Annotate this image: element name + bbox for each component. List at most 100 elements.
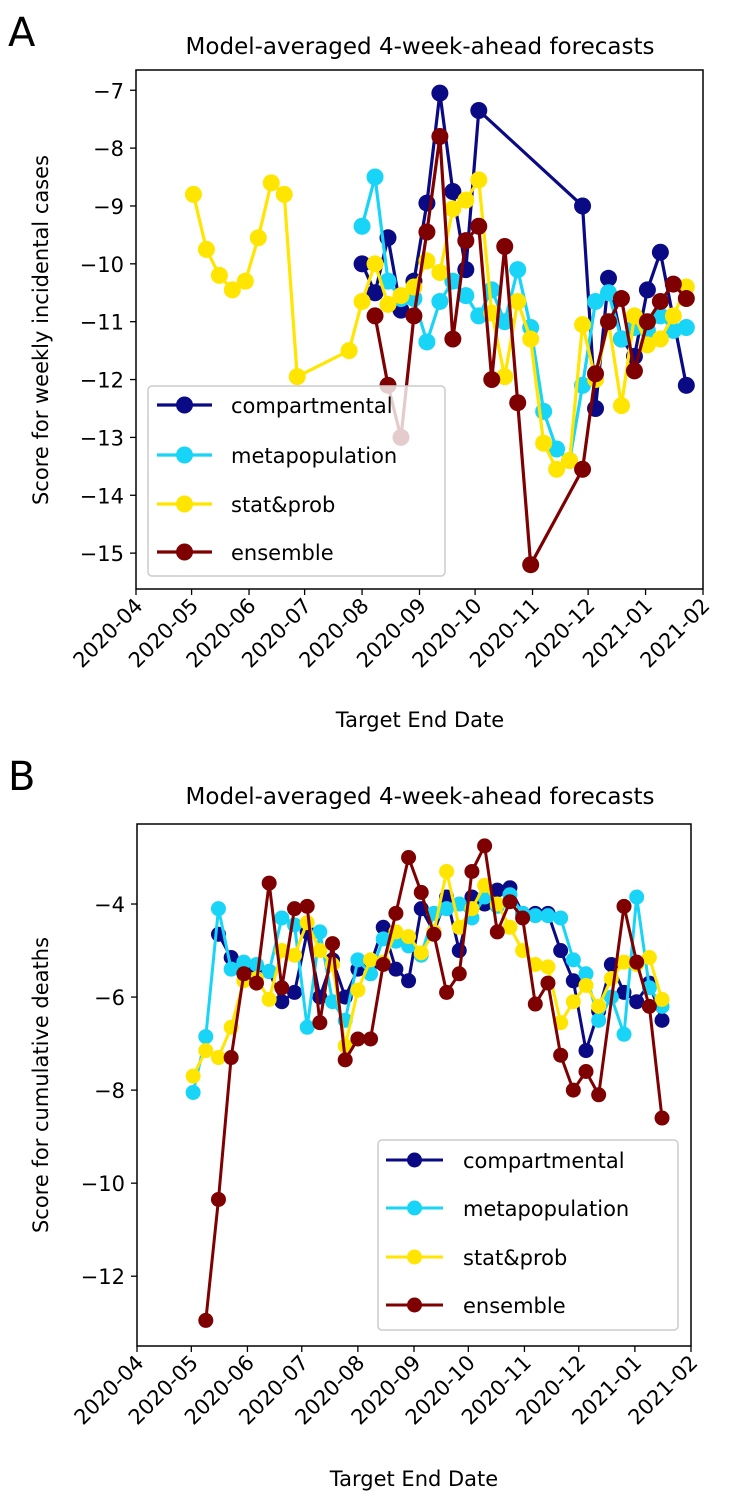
legend-frame — [377, 1139, 679, 1331]
data-point — [340, 342, 358, 360]
data-point — [261, 875, 277, 891]
data-point — [185, 1068, 201, 1084]
data-point — [210, 1191, 226, 1207]
data-point — [616, 954, 632, 970]
x-axis-label-b: Target End Date — [329, 1467, 498, 1491]
data-point — [375, 931, 391, 947]
data-point — [677, 290, 695, 308]
data-point — [350, 982, 366, 998]
y-axis-label-b: Score for cumulative deaths — [29, 937, 53, 1233]
legend-marker — [176, 396, 193, 414]
data-point — [388, 961, 404, 977]
data-point — [262, 174, 280, 192]
data-point — [288, 368, 306, 386]
data-point — [535, 434, 553, 452]
data-point — [600, 313, 617, 331]
data-point — [600, 284, 617, 302]
legend: compartmental metapopulation stat&prob ense… — [147, 385, 446, 577]
data-point — [198, 1312, 214, 1328]
panel-label-a: A — [8, 10, 36, 56]
data-point — [287, 901, 303, 917]
data-point — [287, 947, 303, 963]
data-point — [223, 961, 239, 977]
legend-label: stat&prob — [463, 1246, 567, 1270]
legend: compartmental metapopulation stat&prob ense… — [377, 1139, 679, 1331]
data-point — [299, 915, 315, 931]
data-point — [654, 991, 670, 1007]
data-point — [363, 1031, 379, 1047]
series-ensemble — [198, 838, 670, 1328]
legend-label: metapopulation — [463, 1197, 629, 1221]
data-point — [470, 307, 488, 325]
data-point — [677, 318, 695, 336]
data-point — [470, 171, 488, 189]
data-point — [522, 556, 540, 574]
data-point — [464, 863, 480, 879]
axes-frame — [136, 823, 692, 1347]
y-tick-label: −12 — [81, 1265, 125, 1289]
data-point — [540, 975, 556, 991]
legend-marker — [176, 495, 193, 513]
data-point — [509, 292, 527, 310]
legend-marker — [407, 1152, 422, 1168]
data-point — [223, 1050, 239, 1066]
data-point — [451, 943, 467, 959]
data-point — [587, 292, 605, 310]
data-point — [651, 307, 669, 325]
data-point — [496, 237, 514, 255]
data-point — [249, 229, 267, 247]
data-point — [641, 998, 657, 1014]
data-point — [312, 1015, 328, 1031]
y-tick-label: −15 — [80, 542, 124, 566]
y-tick-label: −7 — [93, 79, 124, 103]
y-tick-label: −10 — [80, 253, 124, 277]
data-point — [470, 217, 488, 235]
data-point — [444, 200, 462, 218]
data-point — [553, 1047, 569, 1063]
data-point — [413, 884, 429, 900]
data-point — [629, 954, 645, 970]
data-point — [312, 924, 328, 940]
data-point — [625, 307, 643, 325]
data-point — [565, 1082, 581, 1098]
y-tick-label: −12 — [80, 369, 124, 393]
data-point — [375, 957, 391, 973]
x-axis-label-a: Target End Date — [335, 708, 504, 732]
data-point — [477, 838, 493, 854]
legend-marker — [176, 446, 193, 464]
legend-marker — [407, 1249, 422, 1265]
data-point — [401, 849, 417, 865]
data-point — [325, 936, 341, 952]
data-point — [375, 919, 391, 935]
data-point — [565, 994, 581, 1010]
data-point — [413, 945, 429, 961]
data-point — [312, 943, 328, 959]
data-point — [248, 957, 264, 973]
data-point — [366, 307, 384, 325]
data-point — [616, 898, 632, 914]
data-point — [274, 910, 290, 926]
data-point — [431, 264, 449, 282]
data-point — [483, 371, 501, 389]
data-point — [574, 460, 592, 478]
data-point — [198, 1043, 214, 1059]
data-point — [366, 168, 384, 186]
y-tick-label: −10 — [81, 1172, 125, 1196]
data-point — [210, 1050, 226, 1066]
data-point — [612, 397, 630, 415]
data-point — [185, 1084, 201, 1100]
data-point — [418, 333, 436, 351]
data-point — [502, 894, 518, 910]
data-point — [651, 243, 669, 261]
data-point — [274, 980, 290, 996]
data-point — [379, 295, 397, 313]
data-point — [197, 240, 215, 258]
data-point — [337, 1052, 353, 1068]
y-tick-label: −13 — [80, 426, 124, 450]
data-point — [641, 950, 657, 966]
data-point — [574, 316, 592, 334]
data-point — [612, 290, 630, 308]
y-tick-label: −4 — [94, 893, 125, 917]
data-point — [565, 952, 581, 968]
